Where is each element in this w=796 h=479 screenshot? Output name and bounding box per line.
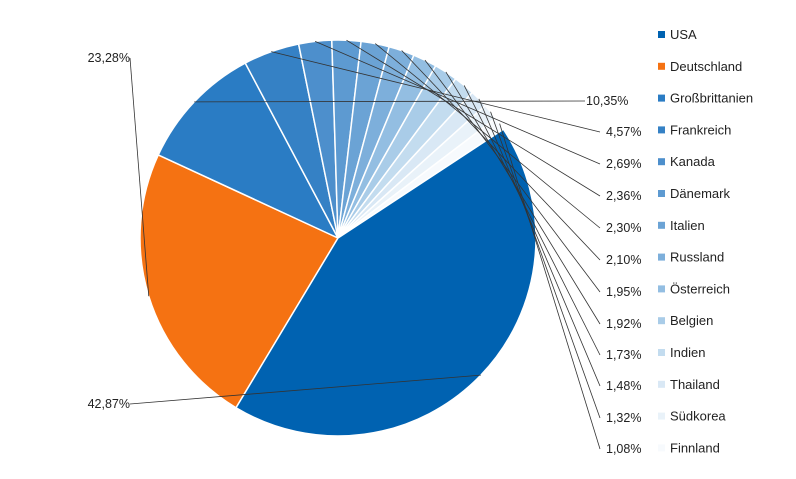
pct-label-kanada: 2,69% [606,157,641,171]
pct-label-italien: 2,30% [606,221,641,235]
legend-swatch-oesterreich [658,285,665,293]
leader-line-frankreich [271,51,601,133]
pie-slices [139,39,537,437]
legend-item-suedkorea: Südkorea [658,409,726,424]
leader-line-thailand [478,98,601,387]
legend-item-grossbrittanien: Großbrittanien [658,91,753,106]
pct-label-deutschland: 23,28% [88,51,130,65]
percentage-labels: 23,28% 10,35% 4,57% 2,69% 2,36% 2,30% 2,10% 1,9… [88,51,642,456]
leader-line-usa [129,374,481,405]
legend-label-oesterreich: Österreich [670,281,730,296]
legend-item-russland: Russland [658,250,724,265]
leader-line-italien [374,43,601,229]
pie-slice-usa [234,128,537,437]
legend-label-belgien: Belgien [670,313,713,328]
leader-line-finnland [499,123,601,450]
pct-label-grossbrittanien: 10,35% [586,94,628,108]
pct-label-frankreich: 4,57% [606,125,641,139]
legend-swatch-kanada [658,158,665,166]
leader-lines [129,39,601,450]
legend-label-finnland: Finnland [670,440,720,455]
legend-label-frankreich: Frankreich [670,122,731,137]
legend-item-indien: Indien [658,345,705,360]
legend-item-belgien: Belgien [658,313,713,328]
legend-label-suedkorea: Südkorea [670,409,726,424]
legend-swatch-indien [658,349,665,356]
pct-label-russland: 2,10% [606,253,641,267]
pct-label-daenemark: 2,36% [606,189,641,203]
leader-line-daenemark [346,39,601,197]
pct-label-belgien: 1,92% [606,317,641,331]
pct-label-thailand: 1,48% [606,379,641,393]
legend-swatch-deutschland [658,62,665,70]
legend-item-daenemark: Dänemark [658,186,730,201]
legend-swatch-suedkorea [658,412,665,420]
legend-swatch-belgien [658,317,665,325]
leader-line-grossbrittanien [194,100,586,103]
legend-item-usa: USA [658,27,697,42]
pct-label-indien: 1,73% [606,348,641,362]
legend-swatch-thailand [658,380,665,388]
pct-label-oesterreich: 1,95% [606,285,641,299]
legend-item-oesterreich: Österreich [658,281,730,296]
legend-label-indien: Indien [670,345,705,360]
legend-item-finnland: Finnland [658,440,720,455]
legend-swatch-grossbrittanien [658,94,665,102]
legend-item-deutschland: Deutschland [658,59,742,74]
legend-label-usa: USA [670,27,697,42]
legend-label-thailand: Thailand [670,377,720,392]
legend-item-italien: Italien [658,218,705,233]
legend-label-russland: Russland [670,250,724,265]
legend-label-kanada: Kanada [670,154,716,169]
legend: USA Deutschland Großbrittanien Frankreich Ka… [658,27,753,455]
legend-swatch-daenemark [658,190,665,197]
leader-line-oesterreich [424,59,601,293]
leader-line-indien [463,85,601,356]
legend-item-frankreich: Frankreich [658,122,731,137]
legend-label-deutschland: Deutschland [670,59,742,74]
leader-line-suedkorea [490,111,601,419]
pct-label-finnland: 1,08% [606,442,641,456]
legend-item-thailand: Thailand [658,377,720,392]
legend-label-italien: Italien [670,218,705,233]
legend-swatch-italien [658,221,665,229]
legend-swatch-russland [658,253,665,261]
pct-label-usa: 42,87% [88,397,130,411]
legend-item-kanada: Kanada [658,154,716,169]
legend-label-daenemark: Dänemark [670,186,730,201]
legend-swatch-usa [658,31,665,38]
leader-line-russland [401,50,601,261]
pct-label-suedkorea: 1,32% [606,411,641,425]
legend-label-grossbrittanien: Großbrittanien [670,91,753,106]
leader-line-deutschland [129,57,150,297]
legend-swatch-frankreich [658,126,665,134]
legend-swatch-finnland [658,444,665,452]
